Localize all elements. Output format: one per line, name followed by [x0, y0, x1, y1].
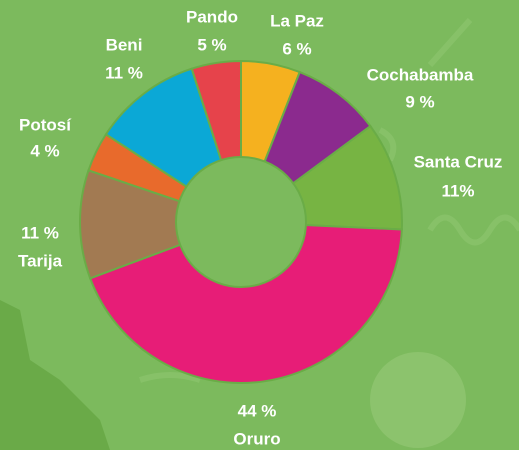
slice-label: Potosí: [19, 115, 72, 134]
slice-label: Santa Cruz: [414, 152, 503, 171]
slice-label: Beni: [106, 35, 143, 54]
value-label: 11%: [441, 181, 474, 200]
value-label: 9 %: [405, 92, 434, 111]
slice: [79, 169, 244, 280]
slice-label: La Paz: [270, 11, 324, 30]
donut-hole: [175, 156, 307, 288]
value-label: 11 %: [105, 63, 143, 82]
slice: [88, 220, 403, 384]
decoration: [139, 18, 519, 383]
decoration: [370, 352, 466, 448]
value-label: 44 %: [238, 401, 277, 420]
slice-label: Cochabamba: [367, 65, 474, 84]
slice-label: Tarija: [18, 251, 63, 270]
slice-label: Pando: [186, 7, 238, 26]
slice-label: Oruro: [233, 429, 280, 448]
value-label: 5 %: [197, 35, 226, 54]
value-label: 4 %: [30, 141, 59, 160]
decoration: [0, 300, 110, 450]
value-label: 6 %: [282, 39, 311, 58]
value-label: 11 %: [21, 223, 59, 242]
